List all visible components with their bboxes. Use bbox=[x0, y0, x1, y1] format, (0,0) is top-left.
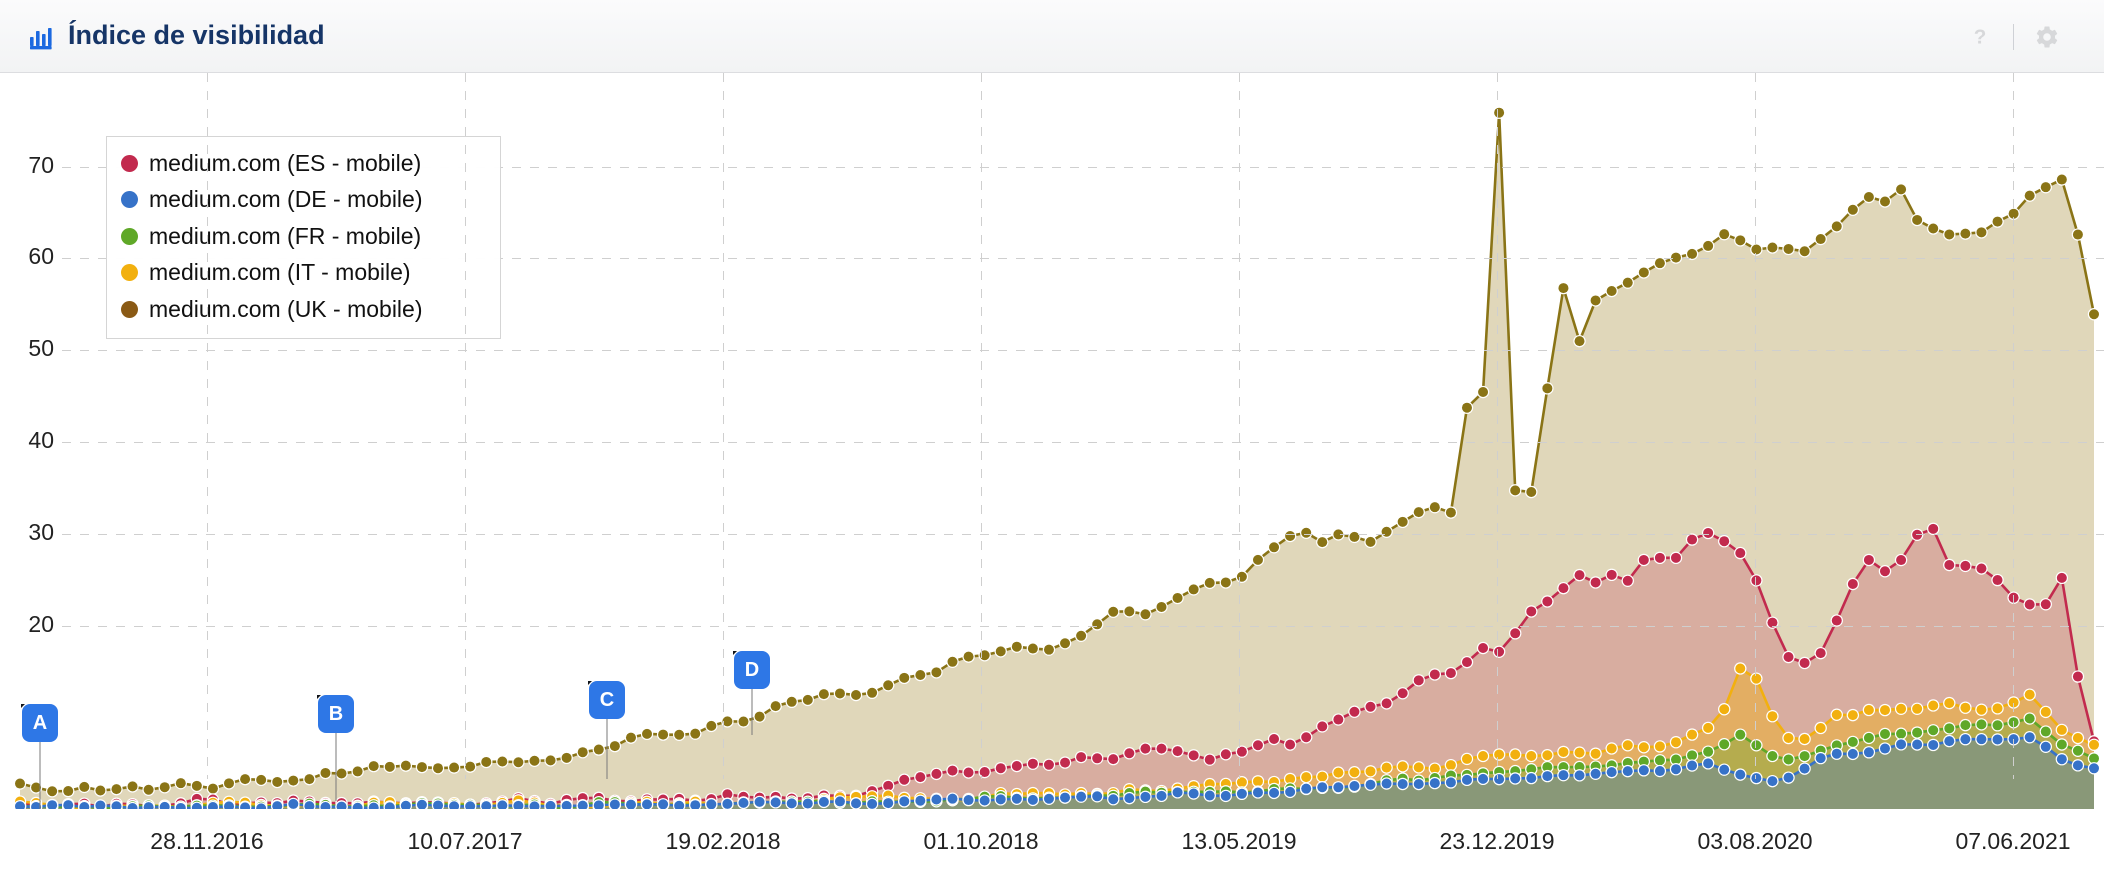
svg-text:?: ? bbox=[1974, 25, 1987, 48]
